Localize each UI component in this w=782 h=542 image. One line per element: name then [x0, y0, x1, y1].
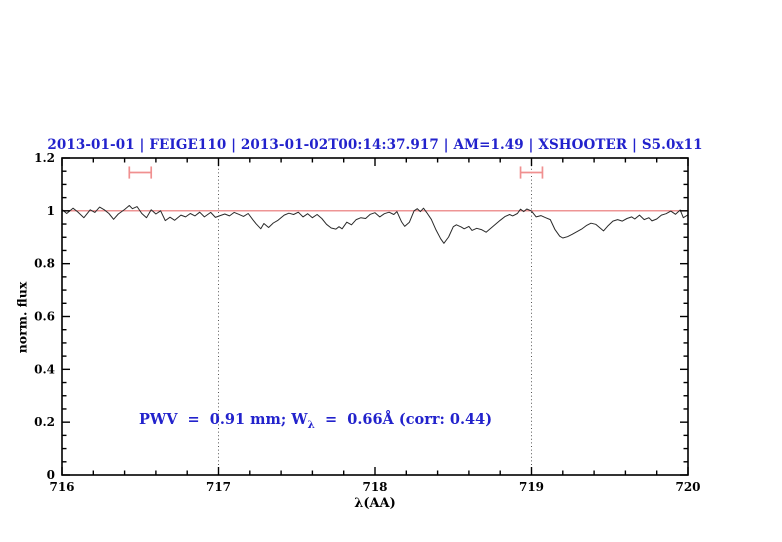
- annotation-prefix: PWV = 0.91 mm; W: [139, 411, 308, 428]
- y-axis-label: norm. flux: [14, 281, 30, 354]
- y-tick-label-0.2: 0.2: [34, 415, 55, 429]
- y-tick-label-1: 1: [47, 204, 55, 218]
- plot-title: 2013-01-01 | FEIGE110 | 2013-01-02T00:14…: [47, 137, 703, 153]
- y-tick-label-0.4: 0.4: [34, 362, 55, 376]
- x-axis-label: λ(AA): [354, 496, 396, 511]
- annotation-lambda-subscript: λ: [307, 418, 315, 431]
- annotation-suffix: = 0.66Å (corr: 0.44): [314, 411, 493, 428]
- y-tick-label-1.2: 1.2: [34, 151, 55, 165]
- x-tick-label-716: 716: [49, 480, 74, 494]
- y-tick-label-0.8: 0.8: [34, 257, 55, 271]
- x-tick-label-719: 719: [519, 480, 544, 494]
- y-tick-label-0.6: 0.6: [34, 310, 55, 324]
- x-tick-label-720: 720: [675, 480, 700, 494]
- spectrum-line: [61, 205, 689, 244]
- y-tick-label-0: 0: [47, 468, 55, 482]
- x-tick-label-717: 717: [206, 480, 231, 494]
- pwv-annotation: PWV = 0.91 mm; Wλ = 0.66Å (corr: 0.44): [139, 411, 492, 431]
- x-tick-label-718: 718: [362, 480, 387, 494]
